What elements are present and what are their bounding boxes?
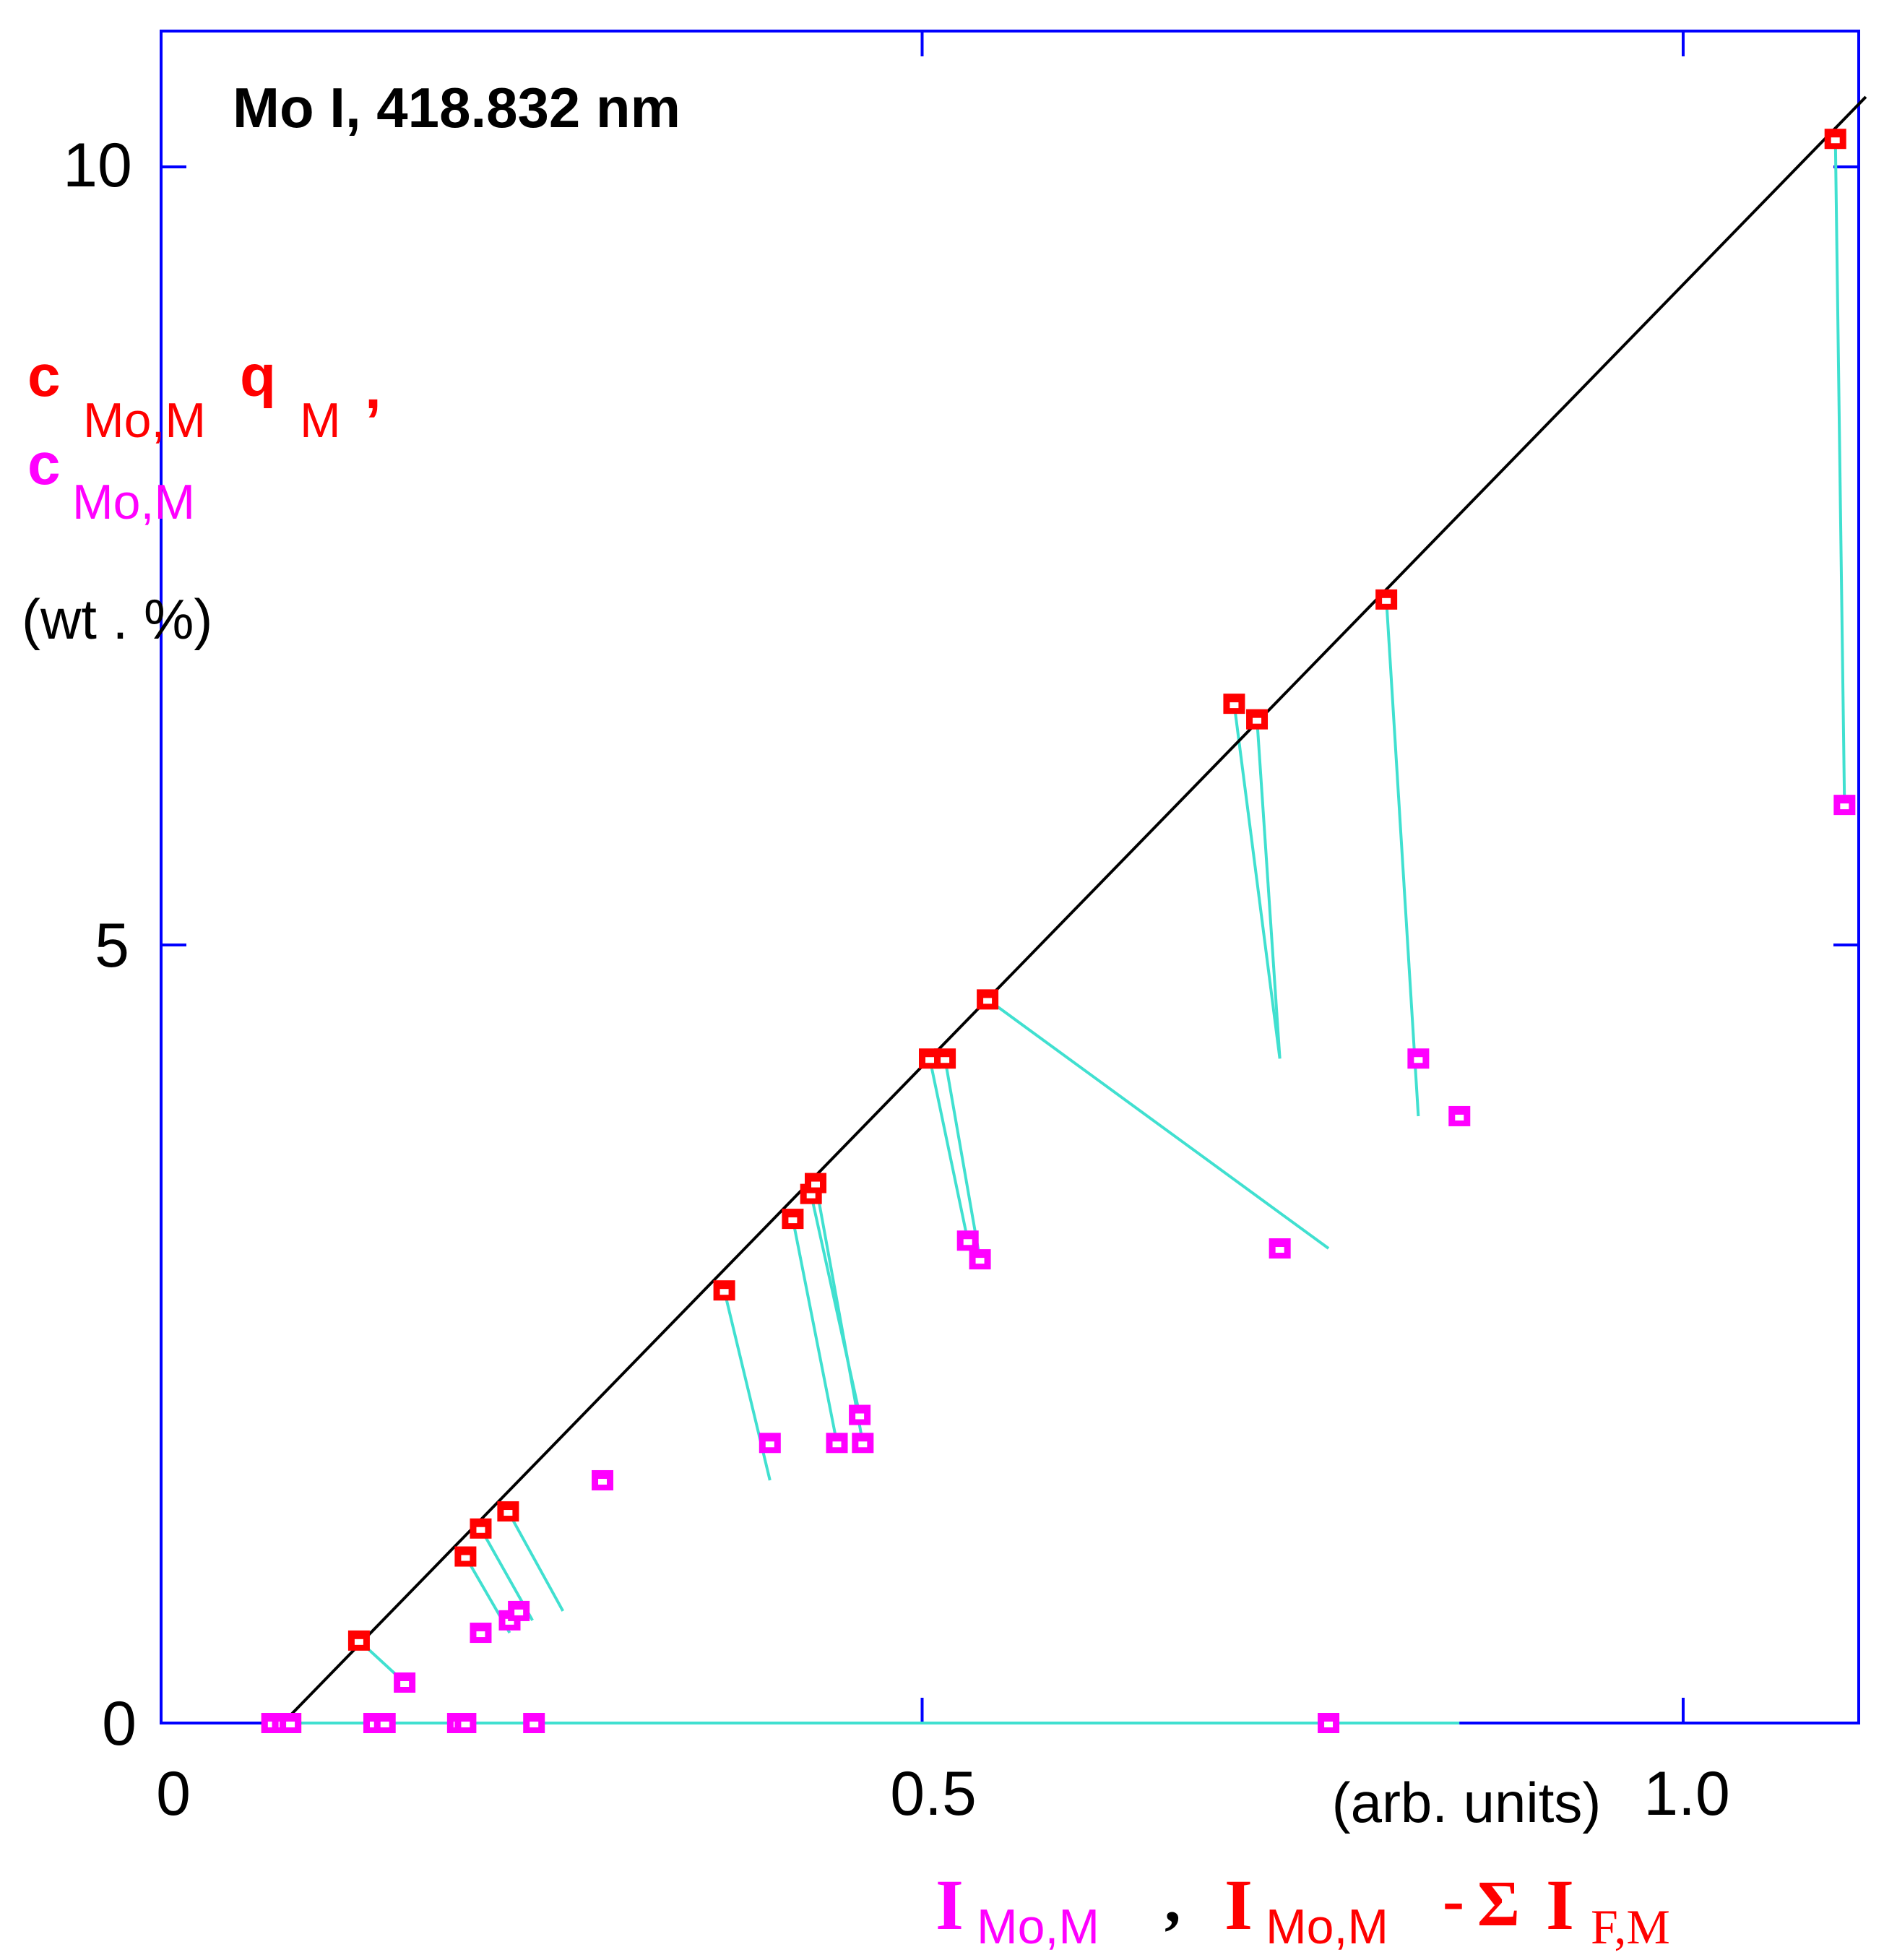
red-point-hole-14 <box>1230 702 1239 709</box>
red-point-17 <box>1824 129 1846 150</box>
magenta-point-hole-4 <box>380 1722 389 1727</box>
svg-text:Mo,M: Mo,M <box>72 475 195 530</box>
magenta-point-hole-19 <box>1324 1722 1334 1727</box>
magenta-point-hole-21 <box>1414 1057 1423 1063</box>
x-tick-label-0: 0 <box>156 1759 191 1829</box>
fit-line <box>282 95 1867 1724</box>
y-axis-units: (wt . %) <box>22 587 212 651</box>
magenta-point-hole-13 <box>765 1441 774 1448</box>
svg-text:q: q <box>240 343 276 409</box>
chart-title: Mo I, 418.832 nm <box>233 76 680 139</box>
magenta-point-hole-5 <box>400 1680 410 1687</box>
connector-line-11 <box>1232 703 1282 1059</box>
y-tick-label-5: 5 <box>95 911 129 980</box>
red-point-8 <box>782 1209 804 1230</box>
magenta-point-hole-15 <box>855 1413 865 1420</box>
svg-text:Mo,M: Mo,M <box>1266 1899 1388 1954</box>
red-point-hole-10 <box>811 1181 821 1188</box>
svg-text:I: I <box>1224 1865 1253 1945</box>
connector-line-9 <box>943 1058 982 1260</box>
red-point-hole-3 <box>354 1639 363 1645</box>
connector-line-5 <box>791 1218 839 1443</box>
connector-line-14 <box>1833 139 1846 806</box>
svg-text:c: c <box>27 431 61 497</box>
x-label: I Mo,M , I Mo,M - Σ I F,M <box>935 1865 1670 1954</box>
red-point-hole-8 <box>788 1217 798 1224</box>
svg-text:M: M <box>300 393 341 448</box>
connector-line-13 <box>1385 599 1420 1117</box>
red-point-hole-15 <box>1253 717 1262 724</box>
connector-line-3 <box>506 1511 565 1612</box>
red-point-hole-9 <box>806 1192 816 1199</box>
red-point-hole-12 <box>941 1057 950 1063</box>
magenta-point-hole-10 <box>514 1609 524 1615</box>
magenta-point-hole-20 <box>1275 1247 1284 1253</box>
magenta-point-hole-17 <box>963 1239 972 1245</box>
connector-line-8 <box>928 1058 969 1241</box>
magenta-point-17 <box>956 1230 979 1251</box>
magenta-point-10 <box>508 1600 530 1621</box>
y-label-red: c Mo,M q M , <box>27 343 381 448</box>
red-point-hole-7 <box>720 1289 729 1295</box>
magenta-point-hole-23 <box>1840 803 1849 810</box>
svg-text:,: , <box>365 355 381 421</box>
markers <box>261 129 1856 1733</box>
magenta-point-hole-7 <box>461 1722 470 1727</box>
svg-text:,: , <box>1164 1865 1181 1936</box>
magenta-point-hole-14 <box>832 1441 842 1448</box>
svg-text:I: I <box>935 1865 964 1945</box>
magenta-point-8 <box>470 1623 492 1644</box>
magenta-point-hole-16 <box>858 1441 868 1448</box>
magenta-point-hole-9 <box>505 1618 514 1625</box>
svg-text:Σ: Σ <box>1477 1868 1520 1940</box>
x-tick-label-1.0: 1.0 <box>1643 1759 1730 1829</box>
svg-text:-: - <box>1443 1865 1464 1936</box>
red-point-hole-4 <box>461 1555 470 1561</box>
connector-line-12 <box>1256 719 1282 1059</box>
connector-line-7 <box>814 1183 865 1443</box>
y-tick-label-10: 10 <box>63 131 132 200</box>
y-tick-label-0: 0 <box>102 1689 137 1758</box>
x-axis-units: (arb. units) <box>1332 1771 1602 1834</box>
magenta-point-hole-18 <box>975 1258 985 1264</box>
red-point-hole-17 <box>1831 137 1840 144</box>
magenta-point-19 <box>1318 1713 1340 1733</box>
red-point-hole-11 <box>925 1057 935 1063</box>
connector-line-10 <box>986 998 1330 1250</box>
magenta-point-hole-2 <box>286 1722 295 1727</box>
magenta-point-21 <box>1407 1048 1430 1069</box>
svg-text:c: c <box>27 343 61 409</box>
red-point-hole-5 <box>476 1527 485 1533</box>
y-label-magenta: c Mo,M <box>27 431 195 530</box>
red-point-hole-6 <box>504 1510 513 1516</box>
red-point-6 <box>497 1501 519 1522</box>
svg-text:F,M: F,M <box>1591 1899 1670 1954</box>
magenta-point-hole-11 <box>530 1722 539 1727</box>
plot-frame <box>160 30 1860 1724</box>
svg-text:I: I <box>1546 1865 1574 1945</box>
magenta-point-hole-22 <box>1455 1114 1464 1121</box>
red-point-hole-13 <box>983 998 993 1004</box>
axis-ticks <box>160 31 1859 1724</box>
red-point-hole-16 <box>1382 597 1391 604</box>
magenta-point-hole-8 <box>476 1631 485 1638</box>
svg-text:Mo,M: Mo,M <box>977 1899 1099 1954</box>
magenta-point-hole-12 <box>598 1478 608 1485</box>
x-tick-label-0.5: 0.5 <box>890 1759 977 1829</box>
svg-text:Mo,M: Mo,M <box>83 393 206 448</box>
